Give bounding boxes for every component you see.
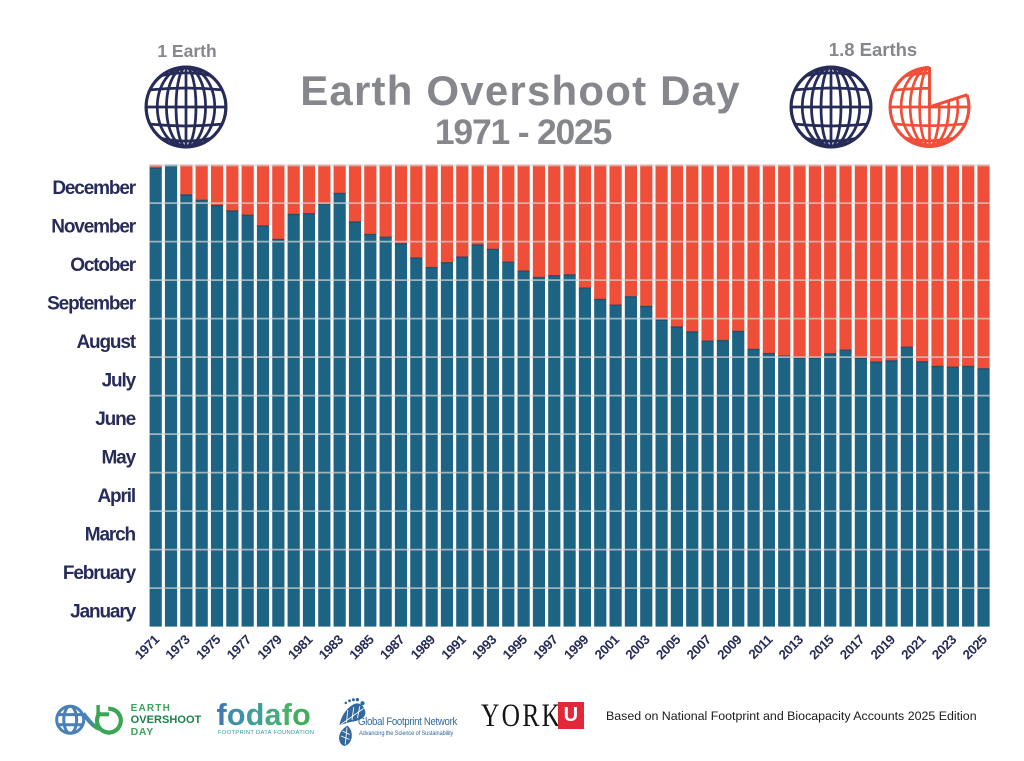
svg-text:2001: 2001 [592, 631, 623, 662]
svg-text:1991: 1991 [438, 631, 469, 662]
svg-text:2015: 2015 [806, 631, 837, 662]
svg-text:2011: 2011 [745, 631, 775, 661]
svg-text:1999: 1999 [561, 632, 591, 662]
svg-text:2013: 2013 [776, 632, 806, 662]
svg-text:1977: 1977 [224, 632, 254, 662]
svg-text:August: August [76, 332, 136, 353]
svg-text:1971: 1971 [132, 631, 163, 662]
svg-text:1993: 1993 [469, 632, 499, 662]
svg-text:2025: 2025 [960, 631, 991, 662]
svg-text:2005: 2005 [653, 631, 684, 662]
svg-text:1987: 1987 [377, 632, 407, 662]
svg-text:November: November [51, 217, 136, 238]
svg-text:1997: 1997 [530, 632, 560, 662]
svg-text:2003: 2003 [622, 632, 652, 662]
svg-text:1973: 1973 [162, 632, 192, 662]
svg-text:1985: 1985 [346, 631, 377, 662]
svg-text:1983: 1983 [316, 632, 346, 662]
svg-text:September: September [47, 294, 137, 315]
svg-text:February: February [63, 563, 137, 584]
svg-text:June: June [95, 409, 135, 430]
svg-text:January: January [70, 602, 136, 623]
svg-text:December: December [52, 178, 136, 199]
svg-text:2023: 2023 [929, 632, 959, 662]
svg-text:April: April [97, 486, 135, 507]
svg-text:2021: 2021 [898, 631, 929, 662]
svg-text:2017: 2017 [837, 632, 867, 662]
svg-text:July: July [102, 371, 137, 392]
svg-text:2007: 2007 [684, 632, 714, 662]
svg-text:1975: 1975 [193, 631, 224, 662]
svg-text:May: May [101, 448, 136, 469]
svg-text:1995: 1995 [500, 631, 531, 662]
svg-text:1979: 1979 [254, 632, 284, 662]
svg-text:2019: 2019 [868, 632, 898, 662]
svg-text:March: March [85, 525, 136, 546]
svg-text:2009: 2009 [714, 632, 744, 662]
svg-text:1989: 1989 [408, 632, 438, 662]
svg-text:October: October [70, 255, 137, 276]
svg-text:1981: 1981 [285, 631, 316, 662]
